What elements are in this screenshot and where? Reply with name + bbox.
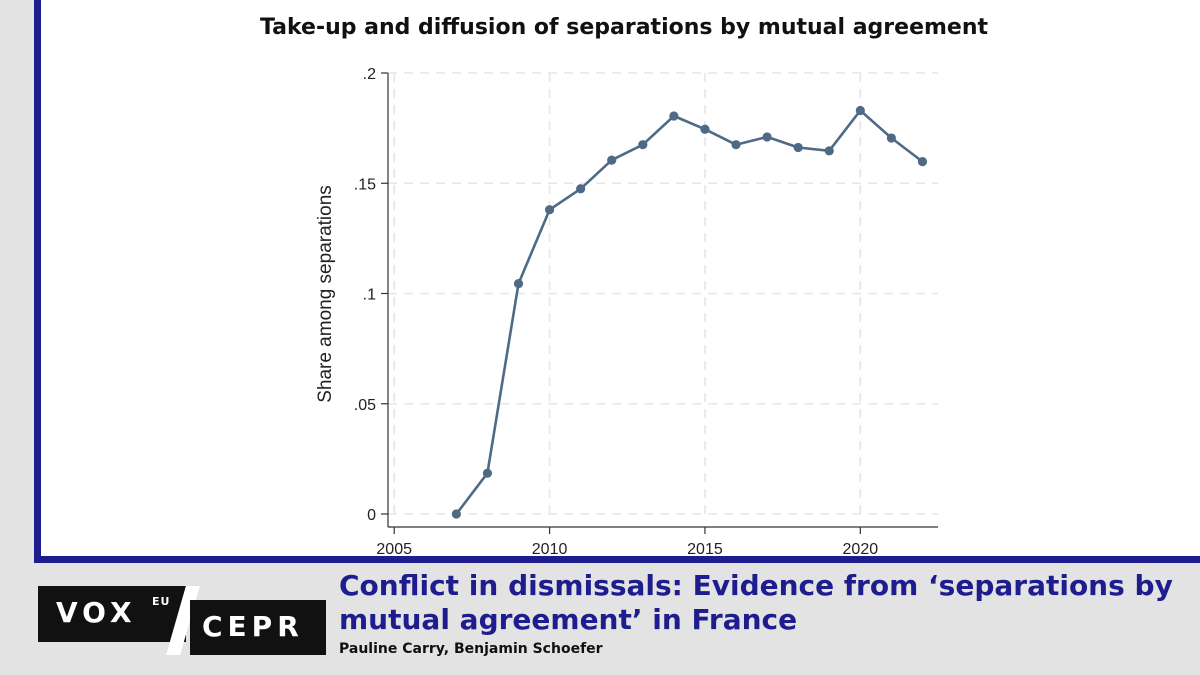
y-tick-label: .2 [363, 66, 376, 83]
y-tick-label: 0 [367, 507, 376, 524]
article-headline[interactable]: Conflict in dismissals: Evidence from ‘s… [339, 569, 1173, 636]
y-tick-label: .1 [363, 287, 376, 304]
x-tick-label: 2015 [687, 541, 723, 556]
cepr-logo-text: CEPR [202, 610, 304, 643]
eu-logo-text: EU [152, 595, 171, 608]
y-axis-label: Share among separations [315, 185, 336, 403]
x-tick-label: 2005 [376, 541, 412, 556]
series-layer [451, 105, 928, 519]
data-point [855, 105, 865, 116]
vox-logo-text: VOX [56, 596, 137, 629]
cepr-logo[interactable]: CEPR [190, 600, 326, 655]
data-point [576, 184, 586, 194]
y-tick-label: .15 [354, 176, 376, 193]
data-point [451, 509, 461, 519]
data-point [917, 157, 928, 167]
data-point [762, 132, 772, 142]
data-point [886, 133, 896, 143]
data-point [638, 140, 648, 150]
data-point [669, 111, 679, 121]
article-authors: Pauline Carry, Benjamin Schoefer [339, 641, 603, 657]
chart-panel: Take-up and diffusion of separations by … [34, 0, 1200, 563]
data-point [700, 124, 710, 134]
series-line [455, 109, 924, 515]
x-tick-label: 2020 [843, 541, 879, 556]
voxeu-logo[interactable]: VOX EU [38, 586, 186, 642]
data-point [544, 205, 555, 215]
x-tick-label: 2010 [532, 541, 568, 556]
data-point [824, 146, 834, 156]
data-point [731, 140, 741, 150]
data-point [793, 142, 803, 153]
footer-banner: VOX EU CEPR Conflict in dismissals: Evid… [0, 563, 1200, 675]
data-point [513, 278, 524, 289]
grid-layer [388, 72, 938, 515]
axes-layer: 0 .05 .1 .15 .2 2005 2010 2015 2020 [354, 66, 938, 556]
data-point [607, 155, 617, 165]
y-tick-label: .05 [354, 397, 376, 414]
line-chart: 0 .05 .1 .15 .2 2005 2010 2015 2020 Share among … [315, 66, 938, 556]
data-point [482, 468, 493, 478]
chart-title: Take-up and diffusion of separations by … [259, 15, 989, 40]
